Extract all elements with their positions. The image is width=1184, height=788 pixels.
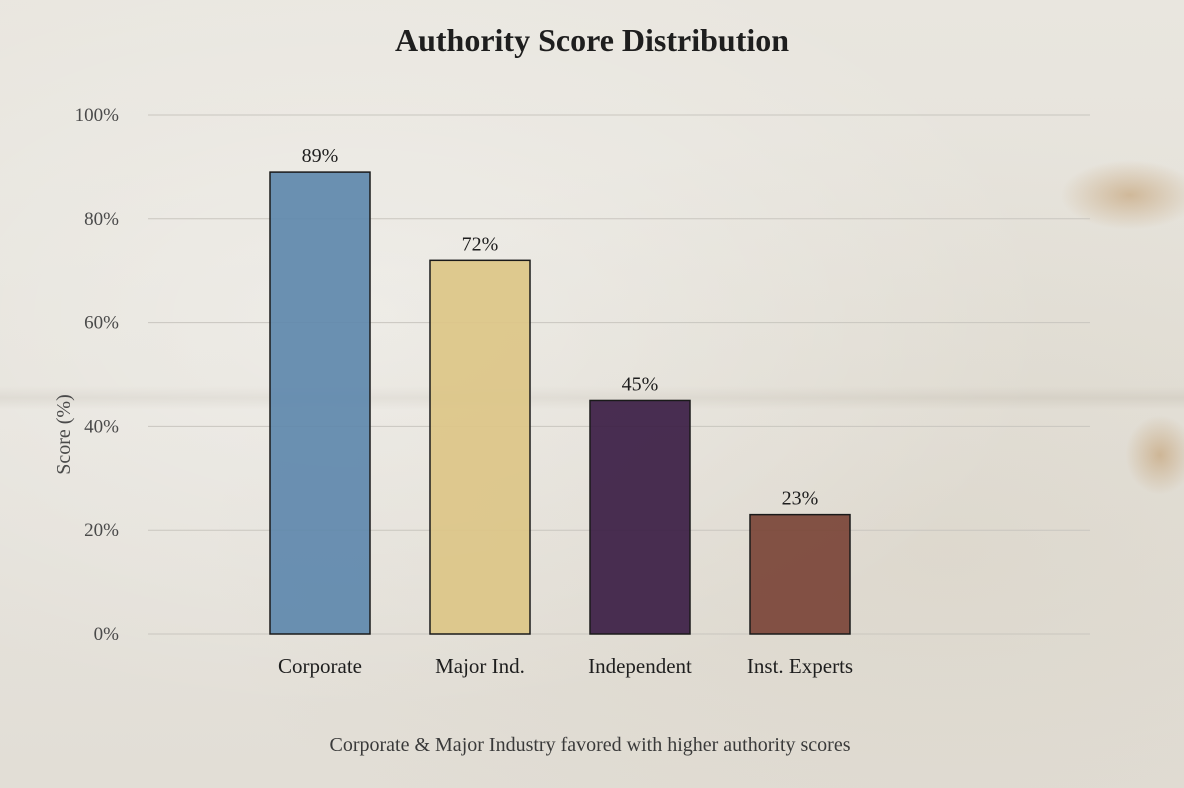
- y-tick-label: 40%: [84, 416, 119, 437]
- y-tick-label: 0%: [94, 624, 120, 645]
- bar-corporate: [269, 171, 371, 635]
- bar-major-ind: [429, 259, 531, 635]
- bar-value-label: 72%: [462, 233, 499, 255]
- bar-value-label: 45%: [622, 373, 659, 395]
- chart-title: Authority Score Distribution: [394, 22, 790, 58]
- bar-value-label: 23%: [782, 488, 819, 510]
- x-category-label: Corporate: [278, 654, 362, 678]
- stain-mark: [1125, 415, 1184, 495]
- y-tick-label: 20%: [84, 520, 119, 541]
- y-tick-label: 60%: [84, 313, 119, 334]
- x-category-label: Inst. Experts: [747, 654, 853, 678]
- bar-inst-experts: [749, 513, 851, 635]
- x-category-label: Independent: [588, 654, 692, 678]
- y-tick-label: 100%: [75, 105, 120, 126]
- chart-caption: Corporate & Major Industry favored with …: [329, 734, 851, 756]
- bar-value-label: 89%: [302, 145, 339, 167]
- y-axis-title: Score (%): [53, 394, 75, 475]
- x-category-label: Major Ind.: [435, 654, 525, 678]
- bar-independent: [589, 399, 691, 635]
- y-tick-label: 80%: [84, 209, 119, 230]
